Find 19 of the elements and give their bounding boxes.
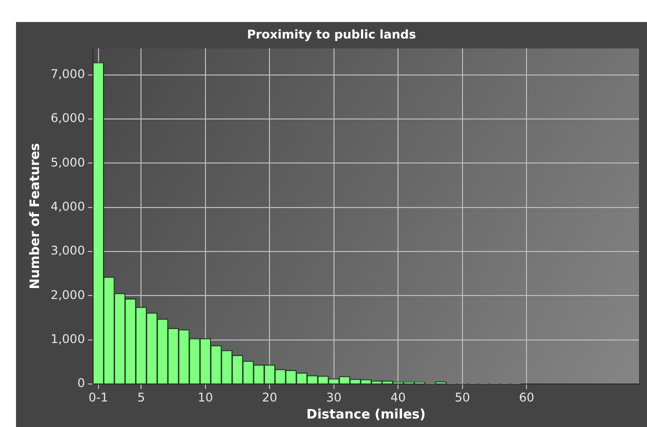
x-tick-label: 20	[262, 390, 278, 404]
y-tick-label: 3,000	[50, 244, 85, 258]
chart-title: Proximity to public lands	[246, 27, 416, 42]
x-tick-label: 10	[198, 390, 214, 404]
y-tick-label: 6,000	[50, 111, 85, 126]
y-tick-label: 1,000	[50, 332, 85, 346]
x-tick-label: 30	[326, 390, 342, 404]
y-tick-label: 4,000	[50, 199, 85, 214]
y-axis-title: Number of Features	[28, 142, 44, 290]
y-tick-label: 7,000	[50, 67, 85, 82]
x-axis-title: Distance (miles)	[306, 408, 426, 423]
x-tick-label: 60	[518, 390, 534, 404]
x-tick-label: 40	[390, 390, 406, 404]
y-tick-label: 5,000	[50, 155, 85, 170]
x-tick-label: 50	[454, 390, 470, 404]
x-tick-label: 5	[137, 390, 145, 404]
y-tick-label: 0	[77, 376, 85, 390]
x-tick-label: 0-1	[88, 390, 108, 404]
y-tick-label: 2,000	[50, 288, 85, 302]
